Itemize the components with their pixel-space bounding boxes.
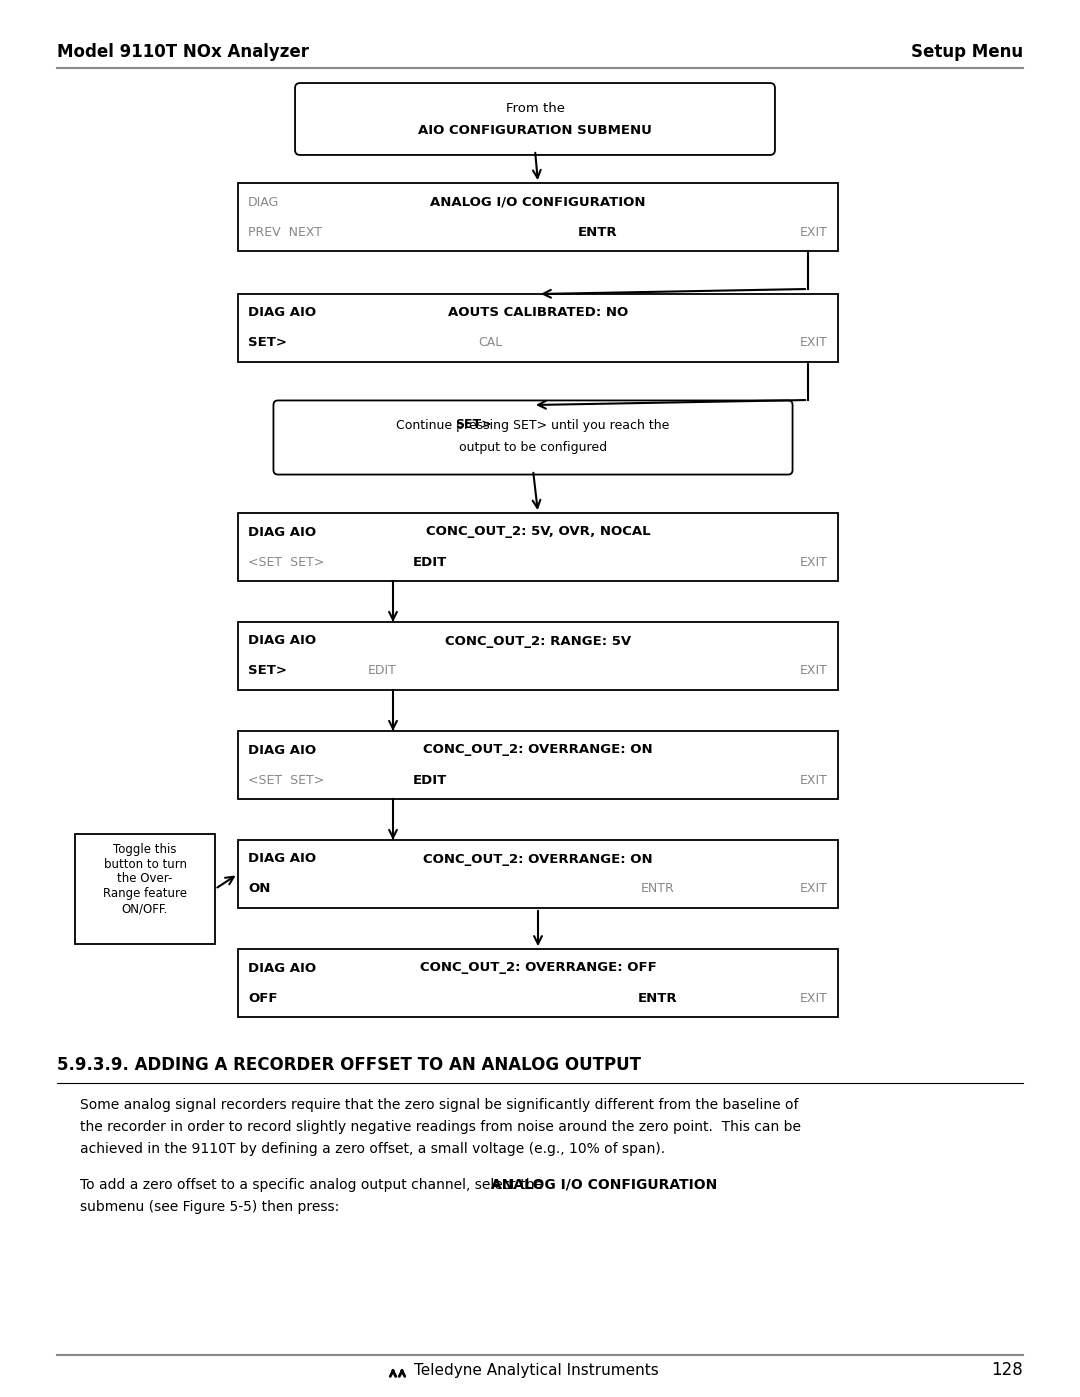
- Text: EXIT: EXIT: [800, 665, 828, 678]
- Text: 128: 128: [991, 1361, 1023, 1379]
- FancyBboxPatch shape: [273, 401, 793, 475]
- Text: DIAG AIO: DIAG AIO: [248, 525, 316, 538]
- Text: EXIT: EXIT: [800, 992, 828, 1004]
- Text: EXIT: EXIT: [800, 225, 828, 239]
- Text: EXIT: EXIT: [800, 337, 828, 349]
- Text: CONC_OUT_2: 5V, OVR, NOCAL: CONC_OUT_2: 5V, OVR, NOCAL: [426, 525, 650, 538]
- Text: CONC_OUT_2: OVERRANGE: OFF: CONC_OUT_2: OVERRANGE: OFF: [420, 961, 657, 975]
- Text: Toggle this
button to turn
the Over-
Range feature
ON/OFF.: Toggle this button to turn the Over- Ran…: [103, 842, 187, 915]
- Text: CONC_OUT_2: OVERRANGE: ON: CONC_OUT_2: OVERRANGE: ON: [423, 743, 652, 757]
- Text: submenu (see Figure 5-5) then press:: submenu (see Figure 5-5) then press:: [80, 1200, 339, 1214]
- Text: achieved in the 9110T by defining a zero offset, a small voltage (e.g., 10% of s: achieved in the 9110T by defining a zero…: [80, 1141, 665, 1155]
- Text: ON: ON: [248, 883, 270, 895]
- Text: DIAG AIO: DIAG AIO: [248, 961, 316, 975]
- Text: Teledyne Analytical Instruments: Teledyne Analytical Instruments: [414, 1362, 659, 1377]
- Text: OFF: OFF: [248, 992, 278, 1004]
- Bar: [75, 834, 215, 944]
- Bar: [238, 513, 838, 581]
- Text: EDIT: EDIT: [413, 774, 447, 787]
- Text: DIAG: DIAG: [248, 196, 280, 208]
- Text: AOUTS CALIBRATED: NO: AOUTS CALIBRATED: NO: [448, 306, 629, 320]
- Text: EXIT: EXIT: [800, 883, 828, 895]
- Text: AIO CONFIGURATION SUBMENU: AIO CONFIGURATION SUBMENU: [418, 123, 652, 137]
- Text: Some analog signal recorders require that the zero signal be significantly diffe: Some analog signal recorders require tha…: [80, 1098, 798, 1112]
- Text: <SET  SET>: <SET SET>: [248, 774, 324, 787]
- Text: output to be configured: output to be configured: [459, 440, 607, 454]
- Text: 5.9.3.9. ADDING A RECORDER OFFSET TO AN ANALOG OUTPUT: 5.9.3.9. ADDING A RECORDER OFFSET TO AN …: [57, 1056, 642, 1074]
- FancyBboxPatch shape: [295, 82, 775, 155]
- Text: ENTR: ENTR: [578, 225, 618, 239]
- Text: Continue pressing SET> until you reach the: Continue pressing SET> until you reach t…: [396, 419, 670, 432]
- Text: EDIT: EDIT: [368, 665, 396, 678]
- Text: EXIT: EXIT: [800, 774, 828, 787]
- Bar: [238, 622, 838, 690]
- Bar: [238, 293, 838, 362]
- Text: ANALOG I/O CONFIGURATION: ANALOG I/O CONFIGURATION: [490, 1178, 717, 1192]
- Text: ENTR: ENTR: [642, 883, 675, 895]
- Bar: [238, 183, 838, 251]
- Bar: [238, 949, 838, 1017]
- Text: DIAG AIO: DIAG AIO: [248, 852, 316, 866]
- Text: CAL: CAL: [477, 337, 502, 349]
- Text: <SET  SET>: <SET SET>: [248, 556, 324, 569]
- Text: To add a zero offset to a specific analog output channel, select the: To add a zero offset to a specific analo…: [80, 1178, 548, 1192]
- Text: DIAG AIO: DIAG AIO: [248, 634, 316, 647]
- Text: ENTR: ENTR: [638, 992, 678, 1004]
- Text: SET>: SET>: [248, 337, 287, 349]
- Text: Model 9110T NOx Analyzer: Model 9110T NOx Analyzer: [57, 43, 309, 61]
- Text: CONC_OUT_2: RANGE: 5V: CONC_OUT_2: RANGE: 5V: [445, 634, 631, 647]
- Text: CONC_OUT_2: OVERRANGE: ON: CONC_OUT_2: OVERRANGE: ON: [423, 852, 652, 866]
- Text: PREV  NEXT: PREV NEXT: [248, 225, 322, 239]
- Text: EXIT: EXIT: [800, 556, 828, 569]
- Text: DIAG AIO: DIAG AIO: [248, 306, 316, 320]
- Text: ANALOG I/O CONFIGURATION: ANALOG I/O CONFIGURATION: [430, 196, 646, 208]
- Text: SET>: SET>: [248, 665, 287, 678]
- Text: the recorder in order to record slightly negative readings from noise around the: the recorder in order to record slightly…: [80, 1120, 801, 1134]
- Text: Setup Menu: Setup Menu: [910, 43, 1023, 61]
- Bar: [238, 840, 838, 908]
- Text: DIAG AIO: DIAG AIO: [248, 743, 316, 757]
- Text: SET>: SET>: [455, 419, 491, 432]
- Text: From the: From the: [505, 102, 565, 115]
- Text: EDIT: EDIT: [413, 556, 447, 569]
- Bar: [238, 731, 838, 799]
